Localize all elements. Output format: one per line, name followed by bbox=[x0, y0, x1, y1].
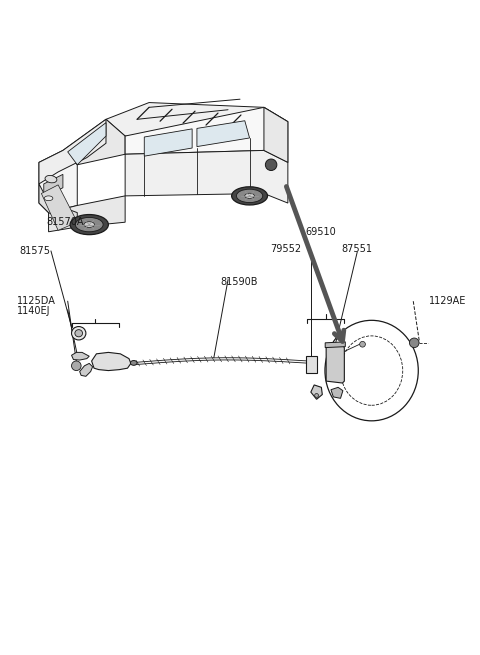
Polygon shape bbox=[125, 107, 288, 162]
Text: 81570A: 81570A bbox=[46, 217, 84, 227]
Polygon shape bbox=[44, 174, 63, 197]
Polygon shape bbox=[311, 385, 323, 400]
Circle shape bbox=[360, 341, 365, 347]
Ellipse shape bbox=[245, 193, 254, 198]
Ellipse shape bbox=[75, 217, 103, 232]
Text: 1125DA: 1125DA bbox=[17, 296, 56, 306]
Polygon shape bbox=[39, 119, 106, 184]
Text: 79552: 79552 bbox=[270, 244, 301, 253]
Polygon shape bbox=[41, 185, 77, 231]
Ellipse shape bbox=[315, 394, 319, 398]
Text: 69510: 69510 bbox=[305, 227, 336, 236]
Polygon shape bbox=[68, 122, 106, 165]
Text: 1129AE: 1129AE bbox=[429, 296, 467, 306]
Ellipse shape bbox=[45, 176, 57, 183]
Circle shape bbox=[265, 159, 277, 170]
Polygon shape bbox=[39, 184, 77, 227]
Polygon shape bbox=[106, 103, 288, 138]
Ellipse shape bbox=[72, 327, 86, 340]
Polygon shape bbox=[197, 121, 250, 147]
Circle shape bbox=[72, 361, 81, 371]
Ellipse shape bbox=[70, 215, 108, 234]
Ellipse shape bbox=[44, 196, 53, 200]
Ellipse shape bbox=[131, 360, 137, 365]
Polygon shape bbox=[72, 352, 89, 360]
Polygon shape bbox=[144, 129, 192, 156]
Text: 81575: 81575 bbox=[20, 246, 51, 256]
Polygon shape bbox=[264, 107, 288, 162]
Polygon shape bbox=[326, 346, 344, 383]
Polygon shape bbox=[125, 151, 288, 203]
Polygon shape bbox=[92, 352, 131, 371]
Polygon shape bbox=[39, 151, 77, 213]
Polygon shape bbox=[325, 342, 345, 348]
Text: 87551: 87551 bbox=[342, 244, 373, 253]
Ellipse shape bbox=[75, 329, 83, 337]
Polygon shape bbox=[306, 356, 317, 373]
Text: 81590B: 81590B bbox=[221, 277, 258, 287]
Polygon shape bbox=[80, 364, 93, 377]
Polygon shape bbox=[331, 387, 343, 398]
Ellipse shape bbox=[232, 187, 267, 205]
Polygon shape bbox=[48, 196, 125, 232]
Ellipse shape bbox=[237, 189, 263, 202]
Polygon shape bbox=[63, 119, 125, 165]
Ellipse shape bbox=[84, 222, 95, 227]
Circle shape bbox=[409, 338, 419, 348]
Text: 1140EJ: 1140EJ bbox=[17, 306, 51, 316]
